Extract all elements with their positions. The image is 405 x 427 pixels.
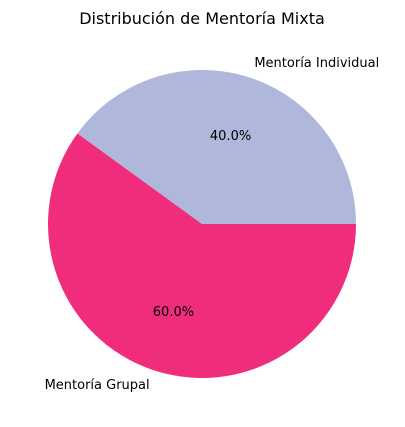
slice-label-1: Mentoría Grupal xyxy=(45,378,150,393)
pie-slices xyxy=(48,69,357,378)
slice-percent-1: 60.0% xyxy=(153,305,194,320)
chart-title: Distribución de Mentoría Mixta xyxy=(79,9,325,28)
pie-slice-0 xyxy=(77,69,357,224)
slice-label-0: Mentoría Individual xyxy=(254,56,379,71)
pie-labels: Mentoría Individual 40.0% Mentoría Grupal 6… xyxy=(45,56,380,393)
pie-slice-1 xyxy=(48,133,356,378)
slice-percent-0: 40.0% xyxy=(210,129,251,144)
